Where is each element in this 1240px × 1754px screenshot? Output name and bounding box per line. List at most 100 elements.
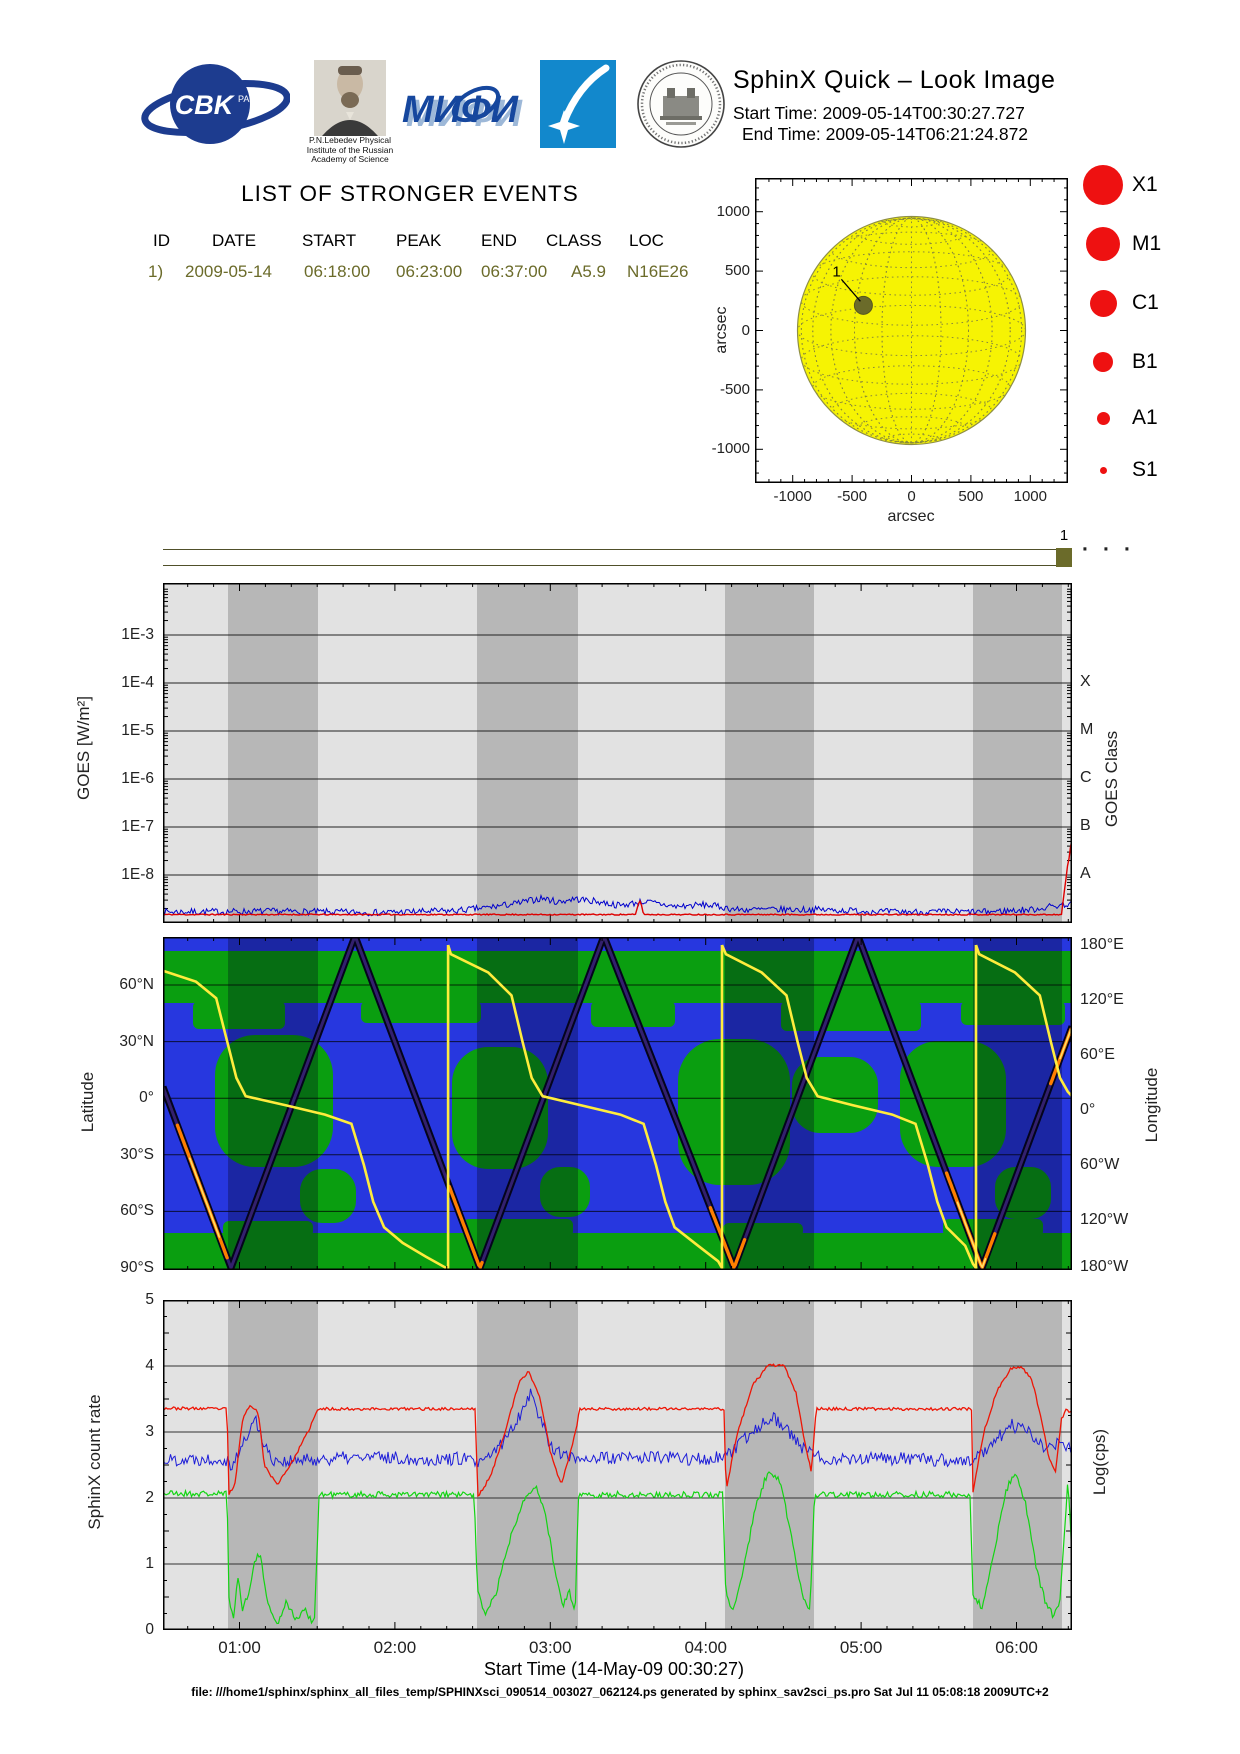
rate-ytick: 3 [145, 1423, 154, 1440]
map-lat-tick: 30°N [119, 1032, 154, 1050]
xaxis-tick-label: 01:00 [218, 1638, 261, 1657]
map-lat-tick: 60°N [119, 976, 154, 993]
events-col-id: ID [153, 231, 170, 250]
map-longitude-title: Longitude [1142, 1067, 1161, 1143]
legend-flare-label-c1: C1 [1132, 291, 1159, 314]
cbk-pan-logo: CBK PAN [138, 62, 291, 146]
event-row-id: 1) [148, 262, 164, 281]
rate-ytick: 0 [145, 1621, 154, 1638]
event-row-loc: N16E26 [627, 262, 689, 281]
rate-ytick: 2 [145, 1489, 154, 1506]
events-col-end: END [481, 231, 517, 250]
events-col-loc: LOC [629, 231, 664, 250]
map-lat-tick: 90°S [120, 1259, 154, 1276]
sun-xtick: -1000 [773, 488, 812, 505]
xaxis-tick-label: 06:00 [995, 1638, 1038, 1657]
events-col-peak: PEAK [396, 231, 442, 250]
event-row-end: 06:37:00 [481, 262, 548, 281]
event-row-start: 06:18:00 [304, 262, 371, 281]
map-lat-tick: 60°S [120, 1202, 154, 1220]
page-title: SphinX Quick – Look Image [733, 66, 1056, 94]
goes-ytick: 1E-4 [121, 674, 154, 691]
legend-flare-label-a1: A1 [1132, 406, 1158, 429]
event-strip-marker-label: 1 [1059, 527, 1069, 544]
goes-class-tick: A [1080, 865, 1091, 882]
legend-flare-label-m1: M1 [1132, 232, 1162, 255]
lebedev-caption-line3: Academy of Science [311, 154, 389, 164]
rate-ytick: 1 [145, 1555, 154, 1572]
goes-ytick: 1E-3 [121, 626, 154, 643]
event-strip [163, 549, 1056, 566]
goes-flux-plot [162, 583, 1073, 928]
map-lon-tick: 180°E [1080, 936, 1124, 953]
sun-xtick: -500 [837, 488, 868, 505]
xaxis-tick-label: 02:00 [373, 1638, 417, 1657]
end-time: End Time: 2009-05-14T06:21:24.872 [742, 124, 1029, 144]
goes-ytick: 1E-7 [121, 818, 154, 835]
ground-track-map [159, 932, 1076, 1275]
event-row-peak: 06:23:00 [396, 262, 463, 281]
title-block: SphinX Quick – Look Image Start Time: 20… [733, 66, 1203, 145]
sun-ytick: 0 [741, 321, 750, 339]
map-lon-tick: 120°E [1080, 991, 1124, 1008]
legend-flare-label-b1: B1 [1132, 350, 1158, 373]
event-row-class: A5.9 [571, 262, 606, 281]
sun-xtick: 500 [958, 488, 984, 505]
rate-ytick: 4 [145, 1357, 154, 1374]
legend-flare-label-s1: S1 [1132, 458, 1158, 481]
event-row-date: 2009-05-14 [185, 262, 272, 281]
legend-flare-circle-b1 [1093, 352, 1113, 372]
events-heading: LIST OF STRONGER EVENTS [241, 181, 579, 206]
legend-flare-circle-m1 [1086, 227, 1120, 261]
goes-class-tick: C [1080, 769, 1092, 786]
legend-flare-circle-a1 [1096, 411, 1110, 425]
sun-xtick: 0 [907, 488, 916, 505]
mifi-logo-text: МИФИ [402, 89, 519, 131]
rate-ytick: 5 [145, 1291, 154, 1308]
seal-logo [636, 58, 726, 150]
goes-class-tick: M [1080, 721, 1094, 738]
xaxis-tick-label: 04:00 [684, 1638, 727, 1657]
event-strip-marker [1056, 548, 1072, 567]
legend-flare-circle-x1 [1083, 165, 1123, 205]
comet-logo [540, 60, 616, 148]
legend-flare-circle-c1 [1089, 289, 1117, 317]
event-strip-dots: ··· [1082, 538, 1145, 561]
xaxis-tick-label: 05:00 [839, 1638, 883, 1657]
xaxis-tick-label: 03:00 [529, 1638, 572, 1657]
goes-ytick: 1E-6 [121, 770, 154, 787]
goes-class-axis-title: GOES Class [1102, 730, 1121, 828]
events-col-class: CLASS [546, 231, 602, 250]
rate-yaxis-title: SphinX count rate [85, 1394, 104, 1530]
map-lon-tick: 60°W [1080, 1156, 1120, 1173]
map-lat-tick: 0° [139, 1089, 154, 1107]
sun-disk-plot: 1 [755, 178, 1068, 488]
events-col-date: DATE [212, 231, 257, 250]
sun-ytick: 500 [724, 262, 750, 280]
xaxis-title: Start Time (14-May-09 00:30:27) [483, 1659, 745, 1679]
footer-file-info: file: ///home1/sphinx/sphinx_all_files_t… [191, 1685, 1049, 1699]
map-lon-tick: 120°W [1080, 1211, 1129, 1228]
mifi-logo: МИФИ МИФИ [398, 68, 530, 148]
goes-ytick: 1E-8 [121, 866, 154, 883]
map-lon-tick: 0° [1080, 1101, 1096, 1118]
lebedev-caption-line2: Institute of the Russian [306, 144, 394, 155]
map-lon-tick: 60°E [1080, 1046, 1115, 1063]
legend-flare-circle-s1 [1099, 466, 1107, 474]
rate-right-axis-title: Log(cps) [1090, 1428, 1109, 1496]
goes-class-tick: X [1080, 673, 1091, 690]
legend-flare-label-x1: X1 [1132, 173, 1158, 196]
sun-xtick: 1000 [1013, 488, 1047, 505]
count-rate-plot [162, 1300, 1073, 1635]
svg-text:МИФИ: МИФИ [406, 93, 523, 135]
sun-event-marker-label: 1 [832, 263, 840, 280]
events-col-start: START [302, 231, 357, 250]
map-lat-tick: 30°S [120, 1145, 154, 1163]
goes-class-tick: B [1080, 817, 1091, 834]
sun-xaxis-title: arcsec [887, 508, 935, 525]
sun-ytick: -500 [719, 380, 750, 398]
cbk-logo-text: CBK [175, 90, 236, 120]
map-lon-tick: 180°W [1080, 1258, 1129, 1275]
lebedev-caption-line1: P.N.Lebedev Physical [308, 135, 392, 145]
